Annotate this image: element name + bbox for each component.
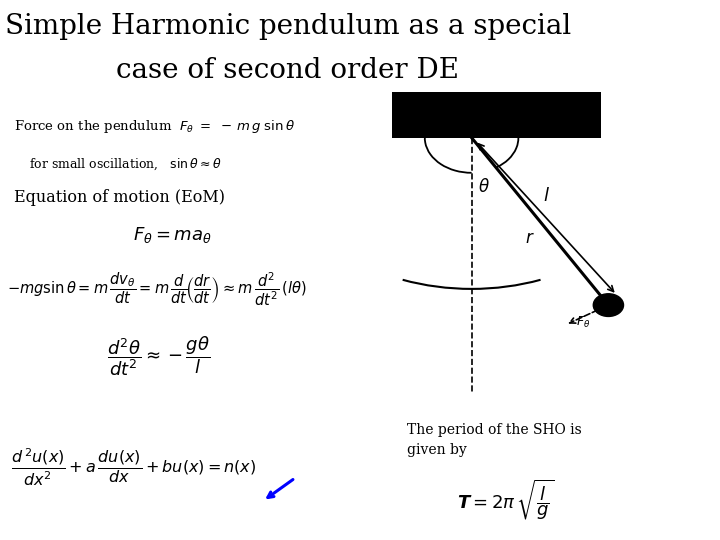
Text: $r$: $r$ [525, 230, 535, 247]
Text: $\theta$: $\theta$ [478, 178, 490, 196]
Text: Force on the pendulum  $F_\theta\ =\ -\,m\,g\ \sin\theta$: Force on the pendulum $F_\theta\ =\ -\,m… [14, 118, 295, 136]
Text: $\dfrac{d^2\theta}{dt^2} \approx -\dfrac{g\theta}{l}$: $\dfrac{d^2\theta}{dt^2} \approx -\dfrac… [107, 334, 210, 379]
Text: Simple Harmonic pendulum as a special: Simple Harmonic pendulum as a special [5, 14, 571, 40]
Circle shape [593, 294, 624, 316]
Text: $\dfrac{d^{\,2}u(x)}{dx^2} + a\,\dfrac{du(x)}{dx} + bu(x) = n(x)$: $\dfrac{d^{\,2}u(x)}{dx^2} + a\,\dfrac{d… [11, 447, 256, 488]
Text: Equation of motion (EoM): Equation of motion (EoM) [14, 188, 225, 206]
Text: The period of the SHO is
given by: The period of the SHO is given by [407, 423, 582, 457]
Text: $-mg\sin\theta{=}m\,\dfrac{dv_\theta}{dt} = m\,\dfrac{d}{dt}\!\left(\dfrac{dr}{d: $-mg\sin\theta{=}m\,\dfrac{dv_\theta}{dt… [7, 270, 307, 308]
Text: $F_\theta = m a_\theta$: $F_\theta = m a_\theta$ [133, 225, 212, 245]
Text: case of second order DE: case of second order DE [117, 57, 459, 84]
Text: $\boldsymbol{T} = 2\pi\,\sqrt{\dfrac{l}{g}}$: $\boldsymbol{T} = 2\pi\,\sqrt{\dfrac{l}{… [457, 477, 554, 522]
Text: $l$: $l$ [543, 187, 550, 205]
Text: for small oscillation,   $\sin\theta \approx \theta$: for small oscillation, $\sin\theta \appr… [29, 157, 222, 172]
Text: $F_\theta$: $F_\theta$ [576, 315, 590, 330]
Bar [392, 92, 601, 138]
